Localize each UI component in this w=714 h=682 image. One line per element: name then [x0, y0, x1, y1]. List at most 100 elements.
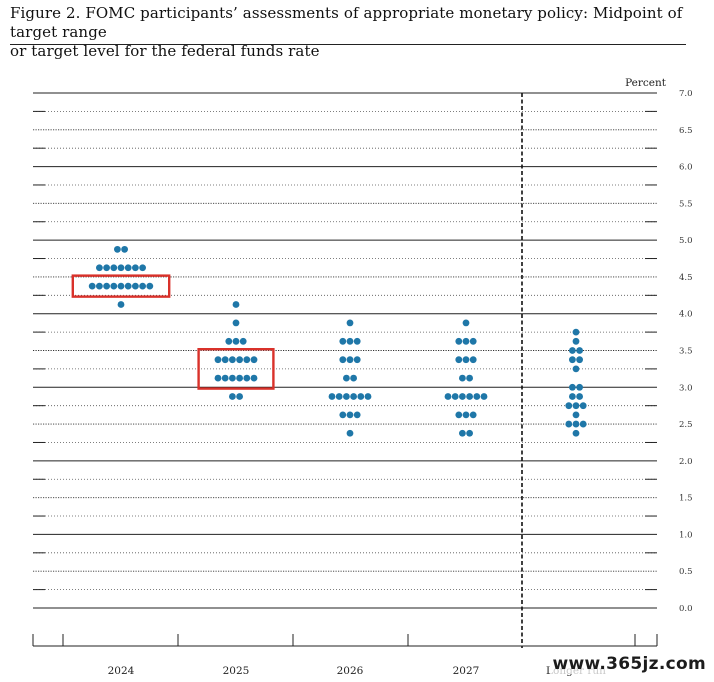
projection-dot: [335, 393, 343, 400]
projection-dot: [232, 301, 240, 308]
projection-dot: [132, 282, 139, 290]
projection-dot: [572, 365, 580, 373]
y-tick-label: 4.5: [679, 273, 693, 283]
projection-dot: [124, 264, 132, 272]
watermark: www.365jz.com: [550, 654, 708, 674]
y-axis-ticks: 0.0 0.5 1.0 1.5 2.0 2.5 3.0 3.5 4.0 4.5 5.0 5.5 6.0 6…: [679, 89, 693, 614]
projection-dot: [243, 356, 251, 364]
figure-caption: Figure 2. FOMC participants’ assessments…: [10, 4, 700, 61]
projection-dot: [455, 356, 463, 364]
projection-dot: [462, 411, 470, 419]
projection-dot: [114, 245, 121, 253]
projection-dot: [132, 264, 139, 272]
projection-dot: [103, 282, 110, 290]
projection-dot: [480, 393, 488, 400]
projection-dot: [110, 282, 118, 290]
projection-dot: [576, 347, 583, 354]
projection-dot: [214, 356, 222, 364]
projection-dot: [565, 420, 573, 428]
projection-dot: [243, 374, 251, 382]
projection-dot: [572, 411, 580, 419]
projection-dot: [229, 393, 236, 400]
projection-dot: [569, 347, 576, 354]
highlight-boxes: [71, 274, 275, 390]
projection-dot: [146, 282, 154, 290]
projection-dot: [579, 402, 587, 410]
y-tick-label: 4.0: [679, 310, 693, 320]
y-tick-label: 6.0: [679, 163, 693, 173]
projection-dot: [343, 393, 350, 400]
projection-dot: [462, 319, 470, 327]
projection-dot: [572, 420, 580, 428]
y-tick-label: 5.5: [679, 199, 693, 209]
projection-dot: [250, 356, 258, 364]
dot-series: [88, 245, 587, 437]
projection-dot: [462, 337, 470, 345]
projection-dot: [139, 282, 147, 290]
projection-dot: [469, 411, 477, 419]
projection-dot: [346, 411, 354, 419]
projection-dot: [469, 337, 477, 345]
projection-dot: [353, 411, 361, 419]
projection-dot: [572, 328, 580, 336]
projection-dot: [451, 393, 459, 400]
caption-rule: [10, 44, 686, 45]
projection-dot: [328, 393, 336, 400]
projection-dot: [569, 356, 576, 364]
projection-dot: [346, 337, 354, 345]
projection-dot: [346, 319, 354, 327]
projection-dot: [466, 393, 473, 400]
y-tick-label: 3.5: [679, 347, 693, 357]
y-tick-label: 6.5: [679, 126, 693, 136]
projection-dot: [444, 393, 452, 400]
projection-dot: [121, 245, 128, 253]
projection-dot: [576, 383, 583, 391]
y-tick-label: 3.0: [679, 383, 693, 393]
projection-dot: [353, 337, 361, 345]
projection-dot: [124, 282, 132, 290]
x-category-label: 2025: [223, 665, 250, 677]
projection-dot: [462, 356, 470, 364]
projection-dot: [466, 374, 473, 382]
projection-dot: [459, 429, 466, 437]
projection-dot: [139, 264, 147, 272]
projection-dot: [232, 319, 240, 327]
projection-dot: [353, 356, 361, 364]
y-tick-label: 7.0: [679, 89, 693, 99]
y-tick-label: 1.5: [679, 494, 693, 504]
median-highlight-box: [71, 274, 171, 298]
projection-dot: [346, 356, 354, 364]
projection-dot: [576, 393, 583, 400]
projection-dot: [339, 411, 347, 419]
projection-dot: [250, 374, 258, 382]
projection-dot: [236, 356, 244, 364]
projection-dot: [350, 393, 357, 400]
projection-dot: [565, 402, 573, 410]
projection-dot: [350, 374, 357, 382]
projection-dot: [214, 374, 222, 382]
projection-dot: [455, 411, 463, 419]
projection-dot: [103, 264, 110, 272]
projection-dot: [455, 337, 463, 345]
y-axis-unit-label: Percent: [625, 77, 667, 89]
projection-dot: [229, 356, 236, 364]
y-tick-label: 0.0: [679, 604, 693, 614]
x-category-label: 2026: [337, 665, 364, 677]
projection-dot: [357, 393, 365, 400]
projection-dot: [473, 393, 481, 400]
projection-dot: [364, 393, 372, 400]
projection-dot: [579, 420, 587, 428]
y-tick-label: 2.5: [679, 420, 693, 430]
projection-dot: [225, 337, 233, 345]
projection-dot: [469, 356, 477, 364]
projection-dot: [236, 393, 244, 400]
projection-dot: [117, 282, 125, 290]
projection-dot: [239, 337, 247, 345]
median-highlight-box: [197, 347, 275, 390]
projection-dot: [572, 337, 580, 345]
projection-dot: [576, 356, 583, 364]
y-tick-label: 1.0: [679, 530, 693, 540]
caption-line-1: Figure 2. FOMC participants’ assessments…: [10, 4, 683, 41]
projection-dot: [221, 374, 229, 382]
projection-dot: [232, 337, 240, 345]
